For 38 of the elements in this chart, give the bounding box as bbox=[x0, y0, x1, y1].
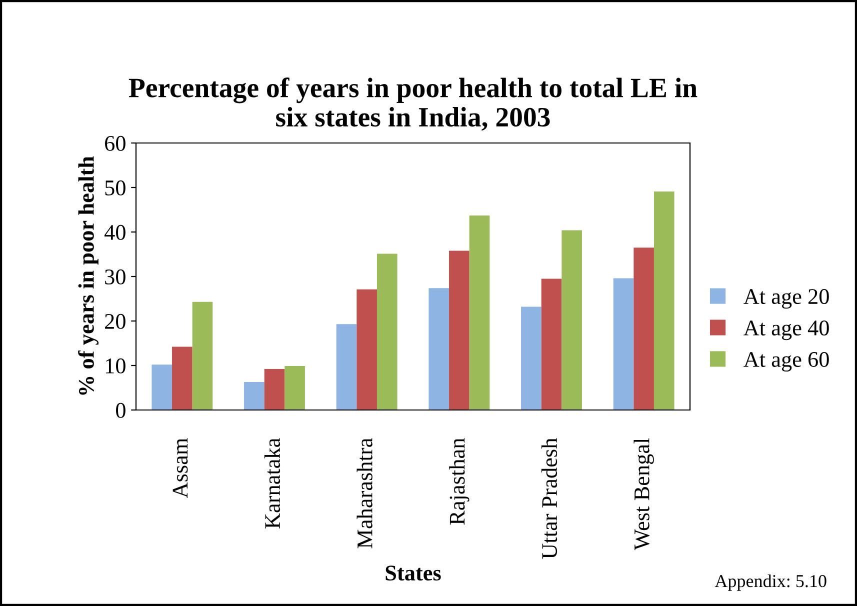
bar bbox=[428, 288, 450, 410]
bar bbox=[634, 248, 654, 410]
y-tick-label: 10 bbox=[106, 358, 126, 374]
bar bbox=[469, 216, 490, 410]
x-tick-label: Uttar Pradesh bbox=[541, 438, 558, 559]
bar bbox=[152, 364, 172, 410]
bar bbox=[654, 192, 674, 410]
x-tick-label: Karnataka bbox=[264, 438, 280, 528]
y-tick-label: 60 bbox=[105, 136, 126, 151]
x-tick-label: Maharashtra bbox=[356, 438, 372, 548]
y-tick-label: 0 bbox=[116, 402, 126, 418]
x-tick-label: Rajasthan bbox=[449, 438, 470, 525]
bar bbox=[562, 230, 582, 410]
bar bbox=[244, 382, 264, 410]
bar bbox=[449, 250, 470, 410]
x-tick-label: West Bengal bbox=[634, 438, 654, 550]
bar bbox=[284, 366, 305, 410]
y-tick-label: 50 bbox=[105, 180, 126, 196]
bar bbox=[264, 369, 285, 410]
bar bbox=[172, 346, 192, 410]
y-tick-label: 30 bbox=[105, 269, 126, 284]
legend-label: At age 20 bbox=[744, 289, 829, 309]
y-tick-label: 20 bbox=[105, 314, 126, 329]
bar bbox=[192, 302, 213, 410]
bar bbox=[376, 254, 398, 410]
legend-label: At age 60 bbox=[744, 352, 829, 372]
bar bbox=[356, 289, 377, 410]
bar bbox=[613, 278, 634, 410]
legend-label: At age 40 bbox=[744, 320, 829, 340]
y-tick-label: 40 bbox=[104, 224, 126, 240]
text: Appendix: 5.10 bbox=[714, 574, 826, 591]
bar bbox=[541, 278, 562, 410]
bar bbox=[336, 324, 357, 410]
x-tick-label: Assam bbox=[172, 438, 188, 498]
y-axis-title: % of years in poor health bbox=[78, 156, 98, 395]
bar bbox=[521, 306, 542, 410]
x-axis-title: States bbox=[386, 566, 441, 581]
chart-title: Percentage of years in poor health to total LE in six states in India, 2003 bbox=[128, 78, 698, 131]
